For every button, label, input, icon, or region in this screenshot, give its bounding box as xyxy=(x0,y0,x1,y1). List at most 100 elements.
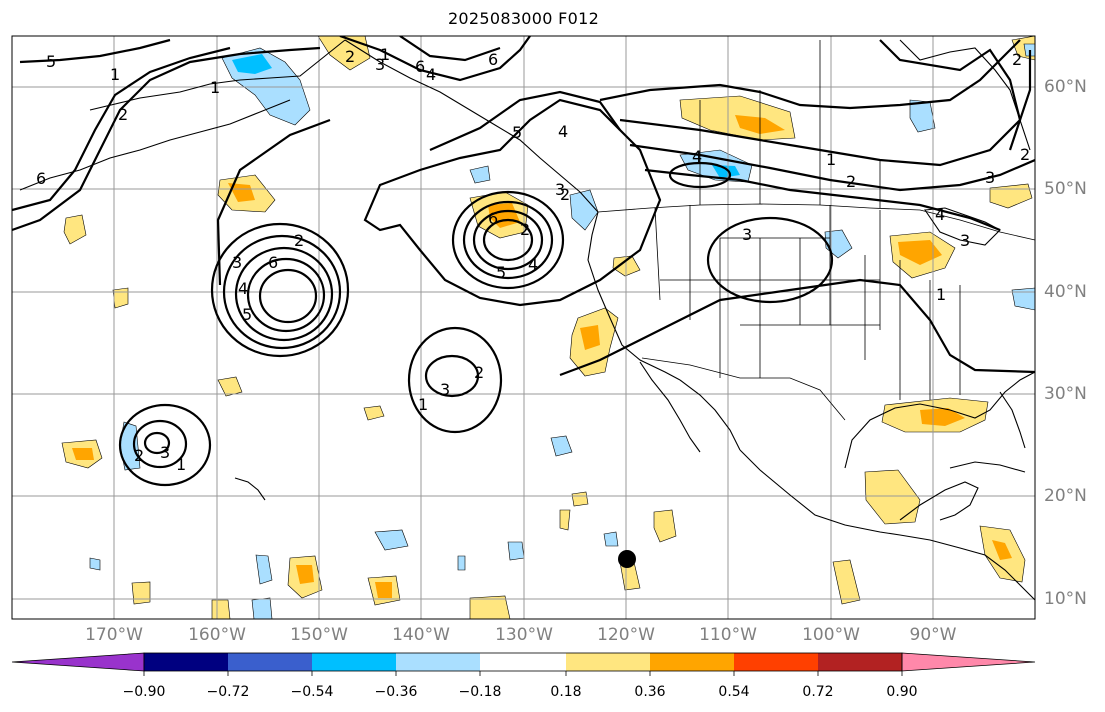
contour-north-west xyxy=(19,38,171,64)
contour-label: 2 xyxy=(1020,145,1030,164)
neg-patch-core xyxy=(232,54,272,74)
pos-patch xyxy=(864,469,921,525)
contour-label: 2 xyxy=(520,220,530,239)
cuba xyxy=(949,461,1026,473)
colorbar-segment xyxy=(312,653,396,671)
contour-label: 3 xyxy=(742,225,752,244)
contour-mid-low xyxy=(424,354,480,398)
contour-label: 6 xyxy=(415,57,425,76)
contour-label: 6 xyxy=(36,169,46,188)
pos-patch xyxy=(131,581,151,605)
lat-label: 30°N xyxy=(1044,384,1087,404)
contour-low-center xyxy=(462,200,554,280)
contour-ring xyxy=(668,161,732,189)
borders xyxy=(597,40,1035,421)
contour-label: 5 xyxy=(512,123,522,142)
contour-sw-low xyxy=(143,431,171,455)
colorbar-extend-high xyxy=(901,652,1036,672)
contour-label: 3 xyxy=(160,443,170,462)
pos-core xyxy=(580,325,600,350)
contour-label: 1 xyxy=(380,45,390,64)
lat-label: 10°N xyxy=(1044,589,1087,609)
lon-label: 120°W xyxy=(597,625,655,645)
colorbar-segment xyxy=(396,653,480,671)
pos-patch xyxy=(317,36,371,71)
colorbar xyxy=(11,652,1036,676)
contour-label: 2 xyxy=(294,231,304,250)
neg-patch xyxy=(569,189,599,231)
colorbar-tick-label: 0.54 xyxy=(718,684,750,700)
contour-label: 6 xyxy=(268,253,278,272)
mexico-pacific-coast xyxy=(739,449,1035,601)
contour-high xyxy=(706,216,834,304)
contour-label: 3 xyxy=(375,55,385,74)
contour-low-west xyxy=(234,246,334,342)
gulf-of-mexico-coast xyxy=(844,371,1035,469)
contour-label: 5 xyxy=(496,263,506,282)
contour-low-west xyxy=(222,234,342,350)
plot-title: 2025083000 F012 xyxy=(447,9,600,28)
contour-wrap xyxy=(363,98,662,307)
anomaly-shading xyxy=(61,36,1035,619)
pos-patch xyxy=(112,287,129,309)
contour-low-center xyxy=(472,209,544,271)
contour-label: 4 xyxy=(238,279,248,298)
lon-label: 100°W xyxy=(802,625,860,645)
aleutian-islands xyxy=(19,99,291,191)
neg-patch xyxy=(603,531,619,547)
colorbar-segment xyxy=(818,653,902,671)
pos-patch xyxy=(559,509,571,531)
lat-label: 50°N xyxy=(1044,179,1087,199)
contour-label: 2 xyxy=(846,172,856,191)
pos-patch xyxy=(653,509,677,543)
yucatan xyxy=(899,481,979,521)
contour-label: 4 xyxy=(528,255,538,274)
contour-north-east xyxy=(879,39,1022,151)
contour-label: 2 xyxy=(474,363,484,382)
colorbar-extend-low xyxy=(11,652,145,672)
contour-label: 4 xyxy=(692,147,702,166)
pos-core xyxy=(375,582,392,598)
lon-label: 90°W xyxy=(909,625,957,645)
neg-patch xyxy=(1011,287,1035,311)
baja-peninsula xyxy=(639,361,701,453)
pos-core xyxy=(72,448,94,460)
contour-low-center xyxy=(451,190,565,290)
lon-label: 110°W xyxy=(699,625,757,645)
contour-label: 1 xyxy=(826,150,836,169)
contour-north-west xyxy=(12,46,231,212)
neg-patch xyxy=(457,555,466,571)
contour-low-west xyxy=(246,257,326,333)
pos-patch xyxy=(363,405,385,421)
canada-provinces xyxy=(699,40,881,208)
contour-north xyxy=(399,36,501,62)
colorbar-tick-label: 0.90 xyxy=(886,684,918,700)
contour-label: 6 xyxy=(488,209,498,228)
contour-label: 2 xyxy=(118,105,128,124)
colorbar-segment xyxy=(566,653,650,671)
lon-label: 170°W xyxy=(85,625,143,645)
storm-center-dot xyxy=(618,550,636,568)
pos-patch xyxy=(63,214,87,245)
pos-core xyxy=(296,565,314,584)
neg-patch xyxy=(550,435,573,457)
colorbar-segment xyxy=(650,653,734,671)
hawaii xyxy=(234,477,266,501)
colorbar-segment xyxy=(734,653,818,671)
pos-core xyxy=(920,408,965,426)
contour-label: 2 xyxy=(134,446,144,465)
contour-label: 3 xyxy=(232,253,242,272)
contour-low-west xyxy=(210,222,350,358)
lat-label: 40°N xyxy=(1044,282,1087,302)
contour-mid-low xyxy=(407,326,503,434)
contour-label: 3 xyxy=(440,380,450,399)
contour-label: 1 xyxy=(936,285,946,304)
contour-label: 2 xyxy=(1012,50,1022,69)
map-frame xyxy=(11,35,1036,620)
florida xyxy=(999,391,1026,449)
neg-patch xyxy=(251,597,273,619)
contour-label: 4 xyxy=(558,122,568,141)
pos-patch xyxy=(217,376,243,397)
contour-label: 4 xyxy=(426,65,436,84)
